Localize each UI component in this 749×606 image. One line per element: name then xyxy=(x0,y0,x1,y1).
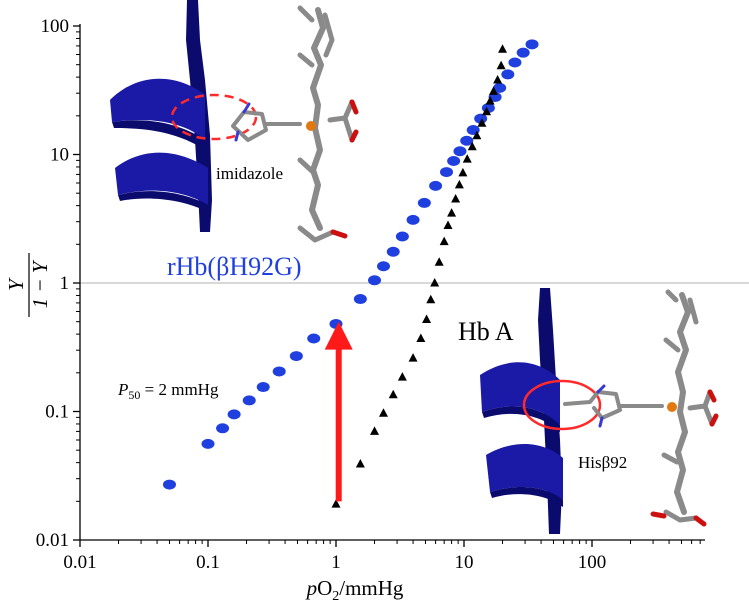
hba-data-point xyxy=(451,194,461,203)
helix-top-left xyxy=(110,0,212,232)
y-axis-title-denominator: 1 − Y xyxy=(28,259,52,308)
hba-data-point xyxy=(493,74,503,84)
red-arrow xyxy=(324,321,353,502)
axes: 0.01 0.1 1 10 100 0.01 0.1 1 10 100 xyxy=(36,16,705,573)
rhb-data-point xyxy=(493,82,507,93)
hba-data-point xyxy=(397,372,407,381)
hba-data-point xyxy=(426,294,436,304)
p50-sub: 50 xyxy=(128,388,140,402)
hba-data-point xyxy=(498,44,508,53)
hba-data-point xyxy=(422,314,432,323)
hba-data-point xyxy=(439,236,449,246)
hba-data-point xyxy=(482,106,492,116)
y-tick-label: 1 xyxy=(60,273,70,294)
hba-data-point xyxy=(462,154,472,163)
y-tick-label: 100 xyxy=(41,16,70,37)
his-beta92-label: Hisβ92 xyxy=(578,453,627,472)
hba-data-point xyxy=(472,130,482,140)
x-tick-label: 100 xyxy=(578,552,607,573)
x-axis-title-main: O xyxy=(317,576,332,600)
rhb-data-point xyxy=(242,395,256,406)
hba-data-point xyxy=(477,118,487,127)
p50-annotation: P50 = 2 mmHg xyxy=(117,380,219,402)
rhb-data-point xyxy=(201,438,215,449)
y-tick-label: 0.01 xyxy=(36,530,69,551)
hba-data-point xyxy=(485,96,495,105)
rhb-data-point xyxy=(376,261,390,272)
rhb-data-point xyxy=(216,423,230,434)
p50-rest: = 2 mmHg xyxy=(140,380,219,399)
rhb-data-point xyxy=(429,180,443,191)
y-ticks: 0.01 0.1 1 10 100 xyxy=(36,16,80,551)
mutant-series-label: rHb(βH92G) xyxy=(167,252,302,281)
x-axis-title: pO2/mmHg xyxy=(305,576,404,604)
arrow-head xyxy=(324,321,353,350)
rhb-data-point xyxy=(227,409,241,420)
hba-data-point xyxy=(355,459,365,468)
illustrations: imidazole Hisβ92 xyxy=(110,0,719,534)
hba-data-point xyxy=(378,408,388,417)
x-tick-label: 0.1 xyxy=(196,552,220,573)
rhb-data-point xyxy=(406,214,420,225)
x-tick-label: 10 xyxy=(455,552,474,573)
series-rhb-bh92g xyxy=(162,39,539,490)
x-axis-title-sub: 2 xyxy=(332,589,339,604)
rhb-data-point xyxy=(525,39,539,50)
rhb-data-point xyxy=(272,366,286,377)
rhb-data-point xyxy=(453,146,467,157)
hba-data-point xyxy=(434,257,444,266)
hba-data-point xyxy=(458,167,468,177)
rhb-data-point xyxy=(368,275,382,286)
y-axis-title-numerator: Y xyxy=(4,277,28,291)
y-tick-label: 0.1 xyxy=(45,402,69,423)
rhb-data-point xyxy=(460,135,474,146)
hba-data-point xyxy=(408,353,418,362)
y-tick-label: 10 xyxy=(50,145,69,166)
hba-data-point xyxy=(430,278,440,287)
helix-bottom-right xyxy=(480,288,563,534)
rhb-data-point xyxy=(501,69,515,80)
x-ticks: 0.01 0.1 1 10 100 xyxy=(63,540,701,573)
hba-data-point xyxy=(454,179,464,189)
rhb-data-point xyxy=(417,197,431,208)
imidazole-label: imidazole xyxy=(216,164,283,183)
rhb-data-point xyxy=(474,113,488,124)
x-axis-title-italic: p xyxy=(305,576,318,600)
rhb-data-point xyxy=(395,231,409,242)
rhb-data-point xyxy=(289,351,303,362)
y-axis-title: Y 1 − Y xyxy=(4,253,52,317)
hba-data-point xyxy=(416,333,426,342)
x-tick-label: 0.01 xyxy=(63,552,96,573)
heme-top xyxy=(231,5,359,243)
rhb-data-point xyxy=(256,382,270,393)
hba-series-label: Hb A xyxy=(458,317,514,346)
hba-data-point xyxy=(331,499,341,508)
hba-data-point xyxy=(467,141,477,151)
hba-data-point xyxy=(488,86,498,95)
rhb-data-point xyxy=(516,47,530,58)
rhb-data-point xyxy=(447,156,461,167)
imidazole-highlight xyxy=(170,93,258,141)
rhb-data-point xyxy=(508,57,522,68)
hba-data-point xyxy=(388,389,398,399)
x-tick-label: 1 xyxy=(331,552,341,573)
p50-var: P xyxy=(117,380,128,399)
hba-data-point xyxy=(496,60,506,70)
hba-data-point xyxy=(447,208,457,217)
rhb-data-point xyxy=(353,294,367,305)
hba-data-point xyxy=(370,426,380,435)
rhb-data-point xyxy=(440,167,454,178)
heme-bottom xyxy=(563,289,719,527)
his-highlight xyxy=(522,379,602,431)
rhb-data-point xyxy=(307,333,321,344)
rhb-data-point xyxy=(162,479,176,490)
hba-data-point xyxy=(443,220,453,230)
series-hb-a xyxy=(331,44,508,508)
rhb-data-point xyxy=(386,246,400,257)
x-axis-title-rest: /mmHg xyxy=(339,576,404,600)
